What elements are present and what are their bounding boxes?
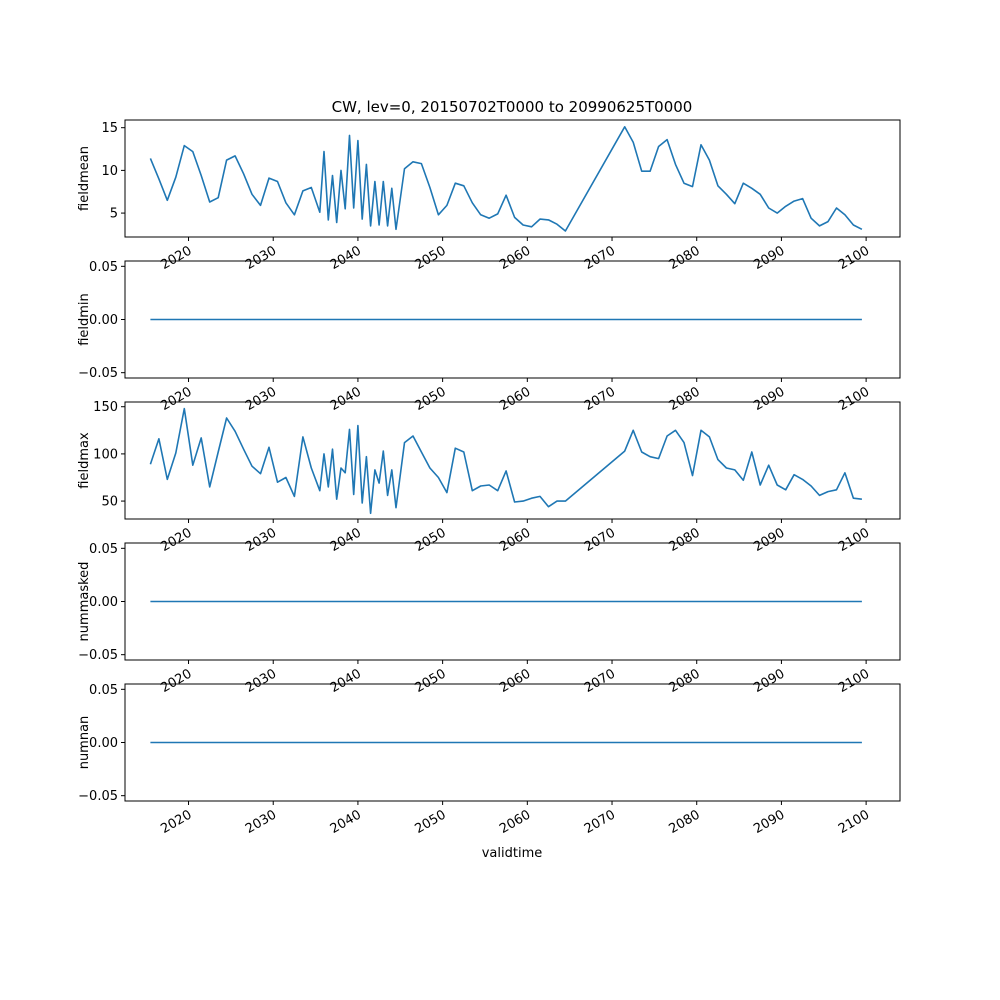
x-tick-label: 2030	[243, 243, 279, 273]
x-tick-label: 2030	[243, 666, 279, 696]
y-tick-label-fieldmax: 50	[101, 495, 118, 510]
x-tick-label: 2060	[497, 807, 533, 837]
x-tick-label: 2050	[412, 525, 448, 555]
subplots: 5 10 15 2020 2030 2040 2050 2060 2070 2080 2090 210…	[77, 119, 901, 837]
x-tick-label: 2040	[328, 243, 364, 273]
y-axis-label-fieldmin: fieldmin	[77, 293, 92, 346]
x-tick-label: 2030	[243, 807, 279, 837]
x-tick-label: 2070	[582, 384, 618, 414]
x-tick-label: 2040	[328, 525, 364, 555]
x-tick-label: 2020	[158, 666, 194, 696]
y-tick-label-nummasked: 0.05	[89, 542, 118, 557]
y-axis-label-fieldmax: fieldmax	[77, 432, 92, 489]
x-tick-label: 2090	[751, 666, 787, 696]
y-tick-label-nummasked: −0.05	[78, 648, 118, 663]
x-tick-label: 2030	[243, 384, 279, 414]
series-line-fieldmean	[149, 126, 863, 232]
x-tick-label: 2050	[412, 384, 448, 414]
y-tick-label-fieldmax: 150	[93, 400, 118, 415]
x-tick-label: 2100	[836, 666, 872, 696]
y-tick-label-numnan: 0.00	[89, 736, 118, 751]
y-tick-label-fieldmean: 10	[101, 164, 118, 179]
subplot-numnan: −0.05 0.00 0.05 2020 2030 2040 2050 2060 2070 208…	[77, 683, 901, 837]
x-tick-label: 2070	[582, 243, 618, 273]
axes-frame-fieldmean	[124, 119, 901, 238]
x-tick-label: 2070	[582, 807, 618, 837]
x-tick-label: 2060	[497, 243, 533, 273]
x-tick-label: 2040	[328, 384, 364, 414]
y-tick-label-fieldmin: 0.05	[89, 260, 118, 275]
x-tick-label: 2050	[412, 243, 448, 273]
subplot-fieldmax: 50 100 150 2020 2030 2040 2050 2060 2070 2080 2090…	[77, 400, 901, 555]
chart-title: CW, lev=0, 20150702T0000 to 20990625T000…	[332, 98, 693, 116]
x-tick-label: 2090	[751, 384, 787, 414]
y-tick-label-nummasked: 0.00	[89, 595, 118, 610]
x-tick-label: 2080	[667, 384, 703, 414]
x-tick-label: 2080	[667, 807, 703, 837]
y-axis-label-numnan: numnan	[77, 716, 92, 770]
subplot-nummasked: −0.05 0.00 0.05 2020 2030 2040 2050 2060 2070 208…	[77, 542, 901, 696]
x-tick-label: 2060	[497, 666, 533, 696]
x-tick-label: 2020	[158, 525, 194, 555]
x-tick-label: 2060	[497, 525, 533, 555]
x-tick-label: 2070	[582, 525, 618, 555]
x-axis-label: validtime	[482, 846, 543, 861]
x-tick-label: 2020	[158, 243, 194, 273]
x-tick-label: 2040	[328, 666, 364, 696]
y-tick-label-fieldmin: −0.05	[78, 366, 118, 381]
y-axis-label-nummasked: nummasked	[77, 562, 92, 642]
x-tick-label: 2090	[751, 243, 787, 273]
y-tick-label-fieldmin: 0.00	[89, 313, 118, 328]
y-axis-label-fieldmean: fieldmean	[77, 146, 92, 211]
y-tick-label-fieldmean: 15	[101, 121, 118, 136]
y-tick-label-numnan: −0.05	[78, 789, 118, 804]
x-tick-label: 2100	[836, 243, 872, 273]
x-tick-label: 2050	[412, 807, 448, 837]
x-tick-label: 2090	[751, 525, 787, 555]
x-tick-label: 2100	[836, 807, 872, 837]
subplot-fieldmin: −0.05 0.00 0.05 2020 2030 2040 2050 2060 2070 208…	[77, 260, 901, 414]
x-tick-label: 2050	[412, 666, 448, 696]
axes-frame-fieldmax	[124, 401, 901, 520]
x-tick-label: 2100	[836, 384, 872, 414]
x-tick-label: 2070	[582, 666, 618, 696]
x-tick-label: 2020	[158, 384, 194, 414]
x-tick-label: 2020	[158, 807, 194, 837]
x-tick-label: 2060	[497, 384, 533, 414]
x-tick-label: 2040	[328, 807, 364, 837]
series-line-fieldmax	[149, 407, 862, 515]
y-tick-label-fieldmax: 100	[93, 447, 118, 462]
subplot-fieldmean: 5 10 15 2020 2030 2040 2050 2060 2070 2080 2090 210…	[77, 119, 901, 273]
x-tick-label: 2100	[836, 525, 872, 555]
y-tick-label-numnan: 0.05	[89, 683, 118, 698]
x-tick-label: 2080	[667, 525, 703, 555]
x-tick-label: 2080	[667, 666, 703, 696]
y-tick-label-fieldmean: 5	[110, 207, 118, 222]
x-tick-label: 2090	[751, 807, 787, 837]
x-tick-label: 2030	[243, 525, 279, 555]
x-tick-label: 2080	[667, 243, 703, 273]
